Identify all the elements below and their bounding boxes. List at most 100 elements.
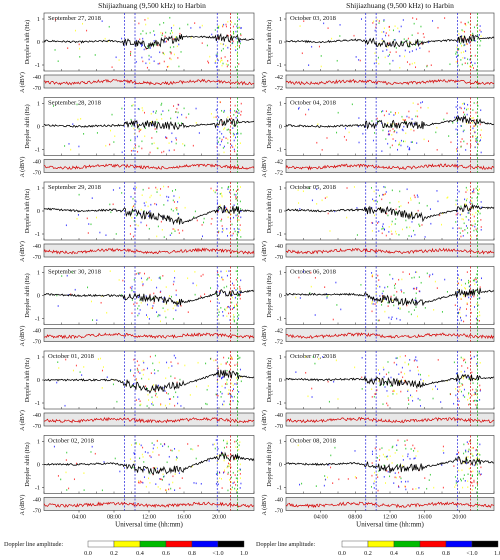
doppler-line-point [219,101,221,104]
doppler-line-point [388,25,390,28]
doppler-line-point [235,111,237,114]
doppler-line-point [472,135,474,138]
doppler-line-point [373,300,375,302]
doppler-line-point [345,139,347,141]
amplitude-trace [285,501,495,509]
doppler-line-point [474,399,476,402]
doppler-line-point [228,270,230,272]
doppler-line-point [467,107,469,110]
doppler-line-point [235,377,237,379]
doppler-line-point [227,306,229,308]
doppler-line-point [105,144,107,147]
doppler-line-point [153,40,155,42]
doppler-line-point [426,487,428,490]
doppler-line-point [239,356,241,359]
doppler-line-point [468,392,470,394]
doppler-line-point [149,31,151,34]
doppler-line-point [155,394,157,397]
doppler-line-point [230,395,232,397]
doppler-line-point [361,376,363,379]
doppler-line-point [132,197,134,200]
amplitude-trace [285,163,495,171]
doppler-line-point [83,489,85,491]
doppler-line-point [116,400,118,403]
doppler-line-point [95,216,97,219]
doppler-line-point [373,487,375,489]
doppler-line-point [222,47,224,50]
doppler-line-point [323,484,325,487]
doppler-line-point [479,25,481,27]
doppler-line-point [428,374,430,377]
doppler-line-point [240,291,242,294]
doppler-line-point [226,307,228,309]
doppler-line-point [476,394,478,396]
doppler-line-point [473,306,475,308]
doppler-line-point [187,311,189,313]
doppler-line-point [377,285,379,287]
doppler-line-point [170,52,172,55]
doppler-line-point [163,60,165,63]
doppler-line-point [409,226,411,229]
doppler-line-point [166,137,168,139]
doppler-line-point [174,230,176,232]
doppler-line-point [417,196,419,198]
doppler-line-point [171,232,173,235]
doppler-line-point [222,43,224,46]
legend-tick: 0.6 [416,550,424,557]
doppler-line-point [463,359,465,362]
doppler-line-point [465,449,467,452]
doppler-line-point [238,18,240,21]
doppler-line-point [466,308,468,310]
doppler-line-point [163,475,165,478]
doppler-line-point [239,40,241,43]
doppler-line-point [476,235,478,237]
doppler-line-point [372,139,374,142]
doppler-line-point [415,271,417,273]
doppler-line-point [133,452,135,454]
doppler-line-point [394,25,396,27]
doppler-line-point [457,64,459,67]
doppler-line-point [389,455,391,458]
doppler-line-point [94,54,96,56]
doppler-line-point [432,397,434,400]
doppler-line-point [131,299,133,301]
doppler-line-point [395,230,397,233]
doppler-line-point [437,388,439,390]
doppler-line-point [397,485,399,487]
doppler-line-point [399,190,401,193]
doppler-line-point [469,403,471,405]
doppler-line-point [298,108,300,110]
doppler-line-point [163,236,165,238]
doppler-line-point [412,488,414,490]
doppler-line-point [131,206,133,208]
doppler-line-point [130,54,132,57]
doppler-line-point [476,273,478,276]
doppler-line-point [461,284,463,286]
doppler-line-point [172,307,174,310]
doppler-line-point [218,27,220,29]
doppler-line-point [471,371,473,374]
doppler-line-point [83,133,85,135]
doppler-line-point [240,208,242,210]
doppler-line-point [175,294,177,296]
doppler-line-point [213,359,215,362]
doppler-line-point [222,43,224,46]
doppler-line-point [235,440,237,443]
doppler-line-point [404,372,406,375]
doppler-line-point [327,380,329,383]
amp-tick-label: -40 [33,243,41,250]
doppler-line-point [235,446,237,448]
doppler-line-point [386,458,388,461]
doppler-tick-label: 1 [279,439,282,446]
amp-tick-label: -70 [275,508,283,515]
doppler-line-point [229,191,231,194]
doppler-line-point [87,286,89,289]
doppler-line-point [405,488,407,491]
doppler-line-point [165,377,167,380]
doppler-line-point [173,280,175,283]
doppler-line-point [430,222,432,225]
doppler-line-point [327,27,329,29]
doppler-line-point [416,142,418,144]
doppler-line-point [391,223,393,226]
doppler-line-point [217,447,219,450]
